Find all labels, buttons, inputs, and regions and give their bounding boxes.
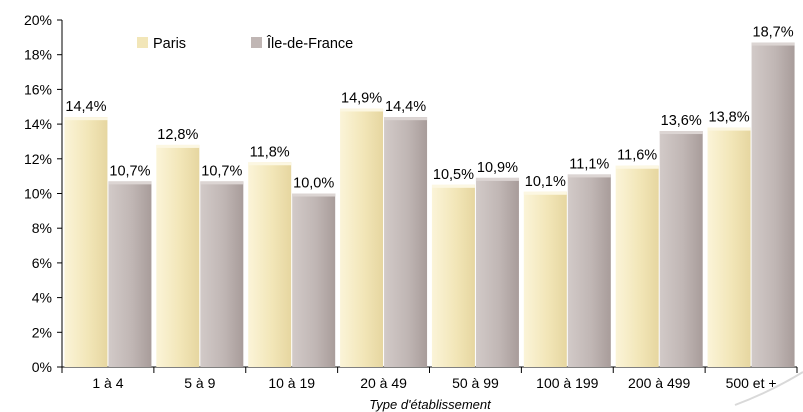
y-tick-label: 0%	[32, 359, 52, 375]
bars	[64, 42, 795, 368]
bar-ile-de-france	[751, 42, 795, 368]
x-tick-label: 50 à 99	[452, 375, 499, 391]
data-label: 12,8%	[157, 127, 198, 143]
data-label: 13,8%	[709, 110, 750, 126]
decorative-swoosh	[734, 371, 803, 406]
bar-cap	[707, 127, 751, 131]
data-label: 10,9%	[477, 160, 518, 176]
bar-paris	[523, 191, 567, 367]
bar-ile-de-france	[567, 174, 611, 367]
y-tick-label: 12%	[24, 151, 52, 167]
bar-cap	[64, 117, 108, 121]
x-tick-label: 20 à 49	[360, 375, 407, 391]
bar-ile-de-france	[475, 177, 519, 367]
bar-body	[707, 127, 751, 367]
data-label: 14,4%	[385, 99, 426, 115]
bar-cap	[292, 193, 336, 197]
legend-label: Île-de-France	[266, 35, 353, 52]
bar-body	[340, 108, 384, 368]
bar-body	[659, 131, 703, 367]
y-tick-label: 2%	[32, 324, 52, 340]
y-tick-label: 18%	[24, 47, 52, 63]
bar-cap	[659, 131, 703, 135]
bar-body	[475, 177, 519, 367]
bar-paris	[431, 184, 475, 367]
bar-body	[200, 181, 244, 367]
data-label: 11,8%	[250, 144, 290, 160]
y-tick-label: 10%	[24, 186, 52, 202]
x-tick-label: 100 à 199	[536, 375, 598, 391]
x-axis-title: Type d'établissement	[369, 397, 492, 412]
bar-cap	[567, 174, 611, 178]
data-label: 18,7%	[753, 25, 794, 41]
data-label: 13,6%	[661, 113, 702, 129]
y-tick-label: 16%	[24, 81, 52, 97]
bar-body	[108, 181, 152, 367]
bar-cap	[156, 144, 200, 148]
data-label: 10,0%	[293, 176, 334, 192]
bar-paris	[248, 162, 292, 367]
data-label: 10,7%	[109, 163, 150, 179]
bar-cap	[751, 42, 795, 46]
data-label: 10,7%	[201, 163, 242, 179]
bar-ile-de-france	[384, 117, 428, 367]
x-tick-label: 10 à 19	[268, 375, 315, 391]
bar-body	[384, 117, 428, 367]
bar-cap	[523, 191, 567, 195]
data-label: 14,9%	[341, 90, 382, 106]
y-tick-label: 14%	[24, 116, 52, 132]
bar-paris	[707, 127, 751, 367]
data-label: 11,1%	[569, 156, 609, 172]
bar-cap	[431, 184, 475, 188]
x-tick-label: 500 et +	[726, 375, 777, 391]
data-label: 10,5%	[433, 167, 474, 183]
bar-paris	[64, 117, 108, 367]
legend-item: Paris	[137, 36, 186, 52]
bar-body	[567, 174, 611, 367]
axes: 0% 2% 4% 6% 8% 10% 12% 14% 16% 18% 20% 1 à 4 5 à 9 10…	[24, 12, 798, 391]
bar-body	[751, 42, 795, 368]
data-label: 11,6%	[617, 148, 657, 164]
bar-cap	[200, 181, 244, 185]
bar-cap	[340, 108, 384, 112]
bar-paris	[156, 144, 200, 367]
x-tick-label: 1 à 4	[92, 375, 123, 391]
bar-ile-de-france	[200, 181, 244, 367]
legend-swatch	[137, 37, 148, 48]
y-tick-label: 4%	[32, 290, 52, 306]
bar-body	[156, 144, 200, 367]
y-tick-label: 8%	[32, 220, 52, 236]
y-tick-label: 6%	[32, 255, 52, 271]
bar-body	[248, 162, 292, 367]
bar-cap	[615, 165, 659, 169]
legend-item: Île-de-France	[251, 35, 353, 52]
data-label: 10,1%	[525, 174, 566, 190]
bar-cap	[108, 181, 152, 185]
bar-body	[64, 117, 108, 367]
data-label: 14,4%	[65, 99, 106, 115]
y-tick-label: 20%	[24, 12, 52, 28]
bar-ile-de-france	[108, 181, 152, 367]
bar-cap	[475, 177, 519, 181]
legend: Paris Île-de-France	[137, 35, 353, 52]
legend-swatch	[251, 37, 262, 48]
bar-body	[523, 191, 567, 367]
bar-body	[292, 193, 336, 367]
bar-cap	[248, 162, 292, 166]
bar-ile-de-france	[292, 193, 336, 367]
legend-label: Paris	[153, 36, 186, 52]
data-labels: 14,4% 12,8% 11,8% 14,9% 10,5% 10,1% 11,6% 13,8%…	[65, 25, 793, 192]
bar-paris	[340, 108, 384, 368]
bar-body	[431, 184, 475, 367]
bar-cap	[384, 117, 428, 121]
x-tick-label: 5 à 9	[184, 375, 215, 391]
bar-paris	[615, 165, 659, 367]
x-tick-label: 200 à 499	[628, 375, 690, 391]
bar-ile-de-france	[659, 131, 703, 367]
bar-body	[615, 165, 659, 367]
